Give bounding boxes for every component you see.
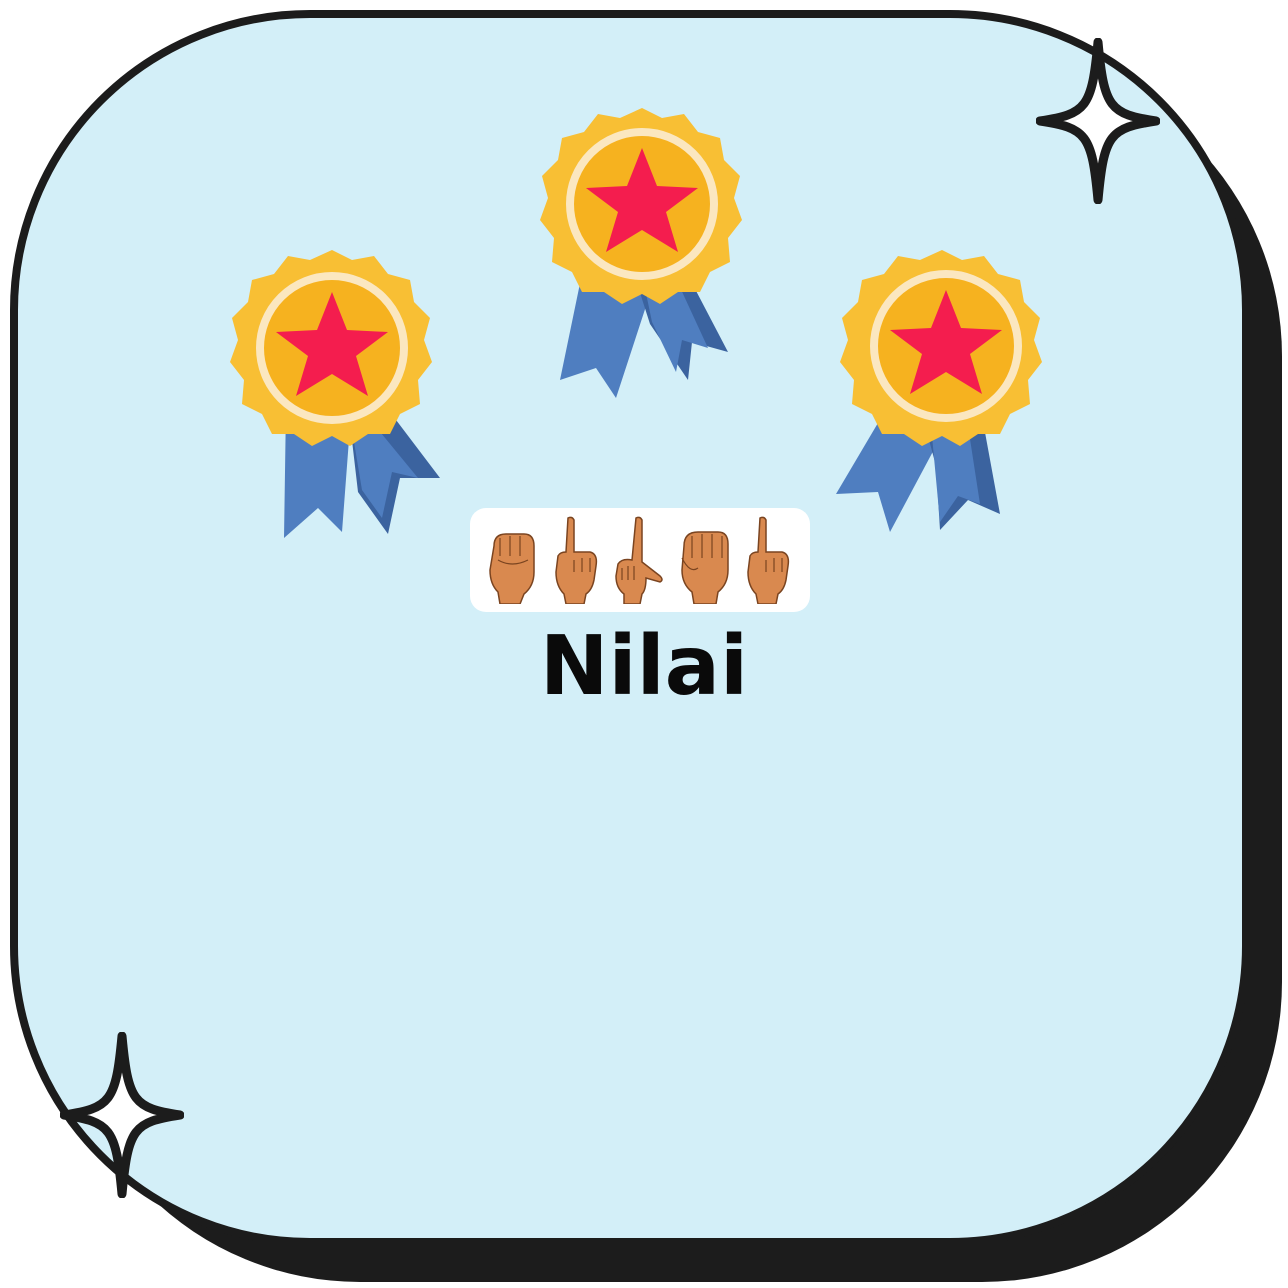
medal-icon — [832, 246, 1052, 546]
medal-icon — [222, 246, 442, 546]
word-caption: Nilai — [539, 619, 749, 714]
sparkle-icon — [60, 1032, 184, 1198]
sparkle-icon — [1036, 38, 1160, 204]
medal-icon — [532, 104, 752, 404]
fingerspelling-box — [470, 508, 810, 612]
hand-sign-i-icon — [747, 516, 790, 604]
hand-sign-n-icon — [489, 533, 535, 604]
hand-sign-l-icon — [615, 516, 663, 604]
hand-sign-a-icon — [681, 531, 729, 604]
hand-sign-i-icon — [555, 516, 598, 604]
